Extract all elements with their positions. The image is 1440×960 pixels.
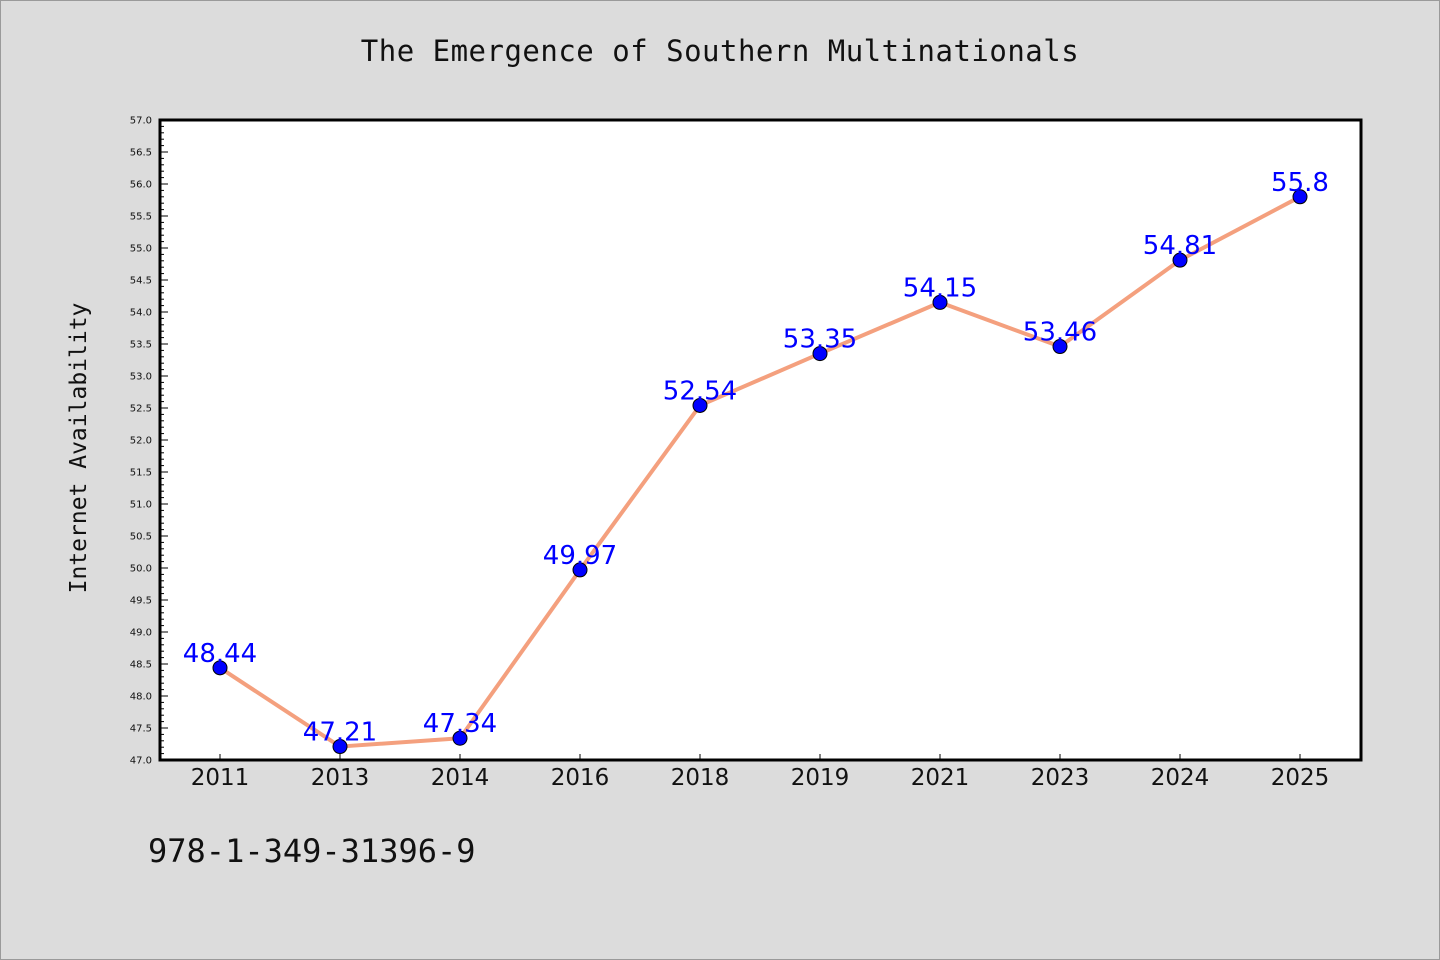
y-tick-label: 48.5 [130,660,152,671]
y-tick-label: 49.5 [130,596,152,607]
chart-title: The Emergence of Southern Multinationals [360,34,1080,68]
data-point [1292,189,1308,205]
y-tick-label: 52.0 [130,436,152,447]
x-tick-label: 2023 [1031,765,1090,791]
x-axis: 2011 2013 2014 2016 2018 2019 2021 2023 2024 2025 [191,754,1330,791]
y-tick-label: 51.0 [130,500,152,511]
y-tick-label: 55.0 [130,244,152,255]
data-label: 47.21 [303,718,377,748]
y-tick-label: 56.5 [130,148,152,159]
data-point [572,562,588,578]
x-tick-label: 2013 [311,765,370,791]
y-tick-label: 48.0 [130,692,152,703]
y-tick-label: 54.5 [130,276,152,287]
data-label: 53.35 [783,325,857,355]
y-tick-label: 56.0 [130,180,152,191]
x-tick-label: 2019 [791,765,850,791]
data-label: 53.46 [1023,318,1097,348]
data-point [452,730,468,746]
data-label: 54.81 [1143,231,1217,261]
y-tick-label: 53.5 [130,340,152,351]
y-tick-label: 47.0 [130,756,152,767]
data-point [932,294,948,310]
data-point [692,397,708,413]
x-tick-label: 2021 [911,765,970,791]
data-point [1052,339,1068,355]
y-tick-label: 55.5 [130,212,152,223]
y-tick-label: 52.5 [130,404,152,415]
data-label: 49.97 [543,541,617,571]
y-tick-label: 57.0 [130,116,152,127]
y-tick-label: 51.5 [130,468,152,479]
y-tick-label: 50.5 [130,532,152,543]
data-label: 48.44 [183,639,257,669]
footer-code: 978-1-349-31396-9 [148,832,476,870]
y-axis: 47.0 47.5 48.0 48.5 49.0 49.5 50.0 50.5 51.0 51.5… [130,116,168,767]
data-label: 52.54 [663,376,737,406]
y-tick-label: 54.0 [130,308,152,319]
data-point [812,346,828,362]
data-label: 55.8 [1271,168,1329,198]
y-axis-label: Internet Availability [66,303,92,594]
data-point [332,739,348,755]
x-tick-label: 2018 [671,765,730,791]
x-tick-label: 2011 [191,765,250,791]
plot-area [158,118,1363,762]
x-tick-label: 2014 [431,765,490,791]
x-tick-label: 2024 [1151,765,1210,791]
data-point [212,660,228,676]
data-label-layer: 48.44 47.21 47.34 49.97 52.54 53.35 54.15 53.46… [183,168,1329,748]
y-tick-label: 50.0 [130,564,152,575]
data-label: 47.34 [423,709,497,739]
series-line [218,195,1301,749]
data-point [1172,252,1188,268]
y-tick-label: 49.0 [130,628,152,639]
x-tick-label: 2025 [1271,765,1330,791]
x-tick-label: 2016 [551,765,610,791]
data-label: 54.15 [903,273,977,303]
y-tick-label: 53.0 [130,372,152,383]
y-tick-label: 47.5 [130,724,152,735]
series-layer [212,189,1308,755]
